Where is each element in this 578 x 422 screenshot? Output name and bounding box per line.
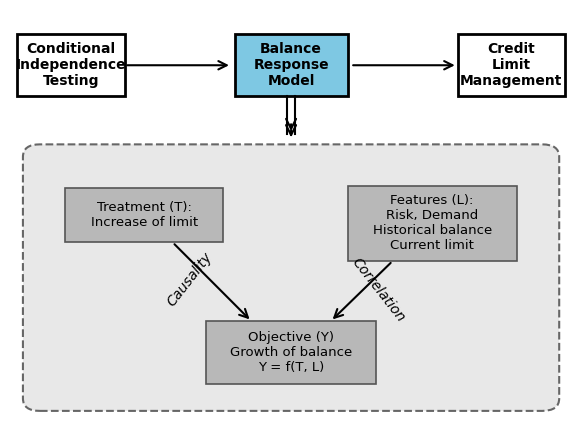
Text: Conditional
Independence
Testing: Conditional Independence Testing: [16, 42, 126, 89]
Text: Objective (Y)
Growth of balance
Y = f(T, L): Objective (Y) Growth of balance Y = f(T,…: [230, 331, 352, 374]
FancyBboxPatch shape: [23, 144, 559, 411]
Text: Features (L):
Risk, Demand
Historical balance
Current limit: Features (L): Risk, Demand Historical ba…: [373, 195, 492, 252]
Text: Causality: Causality: [164, 250, 215, 309]
FancyBboxPatch shape: [17, 34, 124, 97]
Text: Correlation: Correlation: [349, 255, 408, 325]
Text: Credit
Limit
Management: Credit Limit Management: [460, 42, 562, 89]
FancyBboxPatch shape: [235, 34, 347, 97]
FancyBboxPatch shape: [65, 188, 223, 242]
FancyBboxPatch shape: [458, 34, 565, 97]
Text: Treatment (T):
Increase of limit: Treatment (T): Increase of limit: [91, 201, 198, 229]
Text: Balance
Response
Model: Balance Response Model: [253, 42, 329, 89]
FancyBboxPatch shape: [347, 186, 517, 261]
FancyBboxPatch shape: [206, 322, 376, 384]
